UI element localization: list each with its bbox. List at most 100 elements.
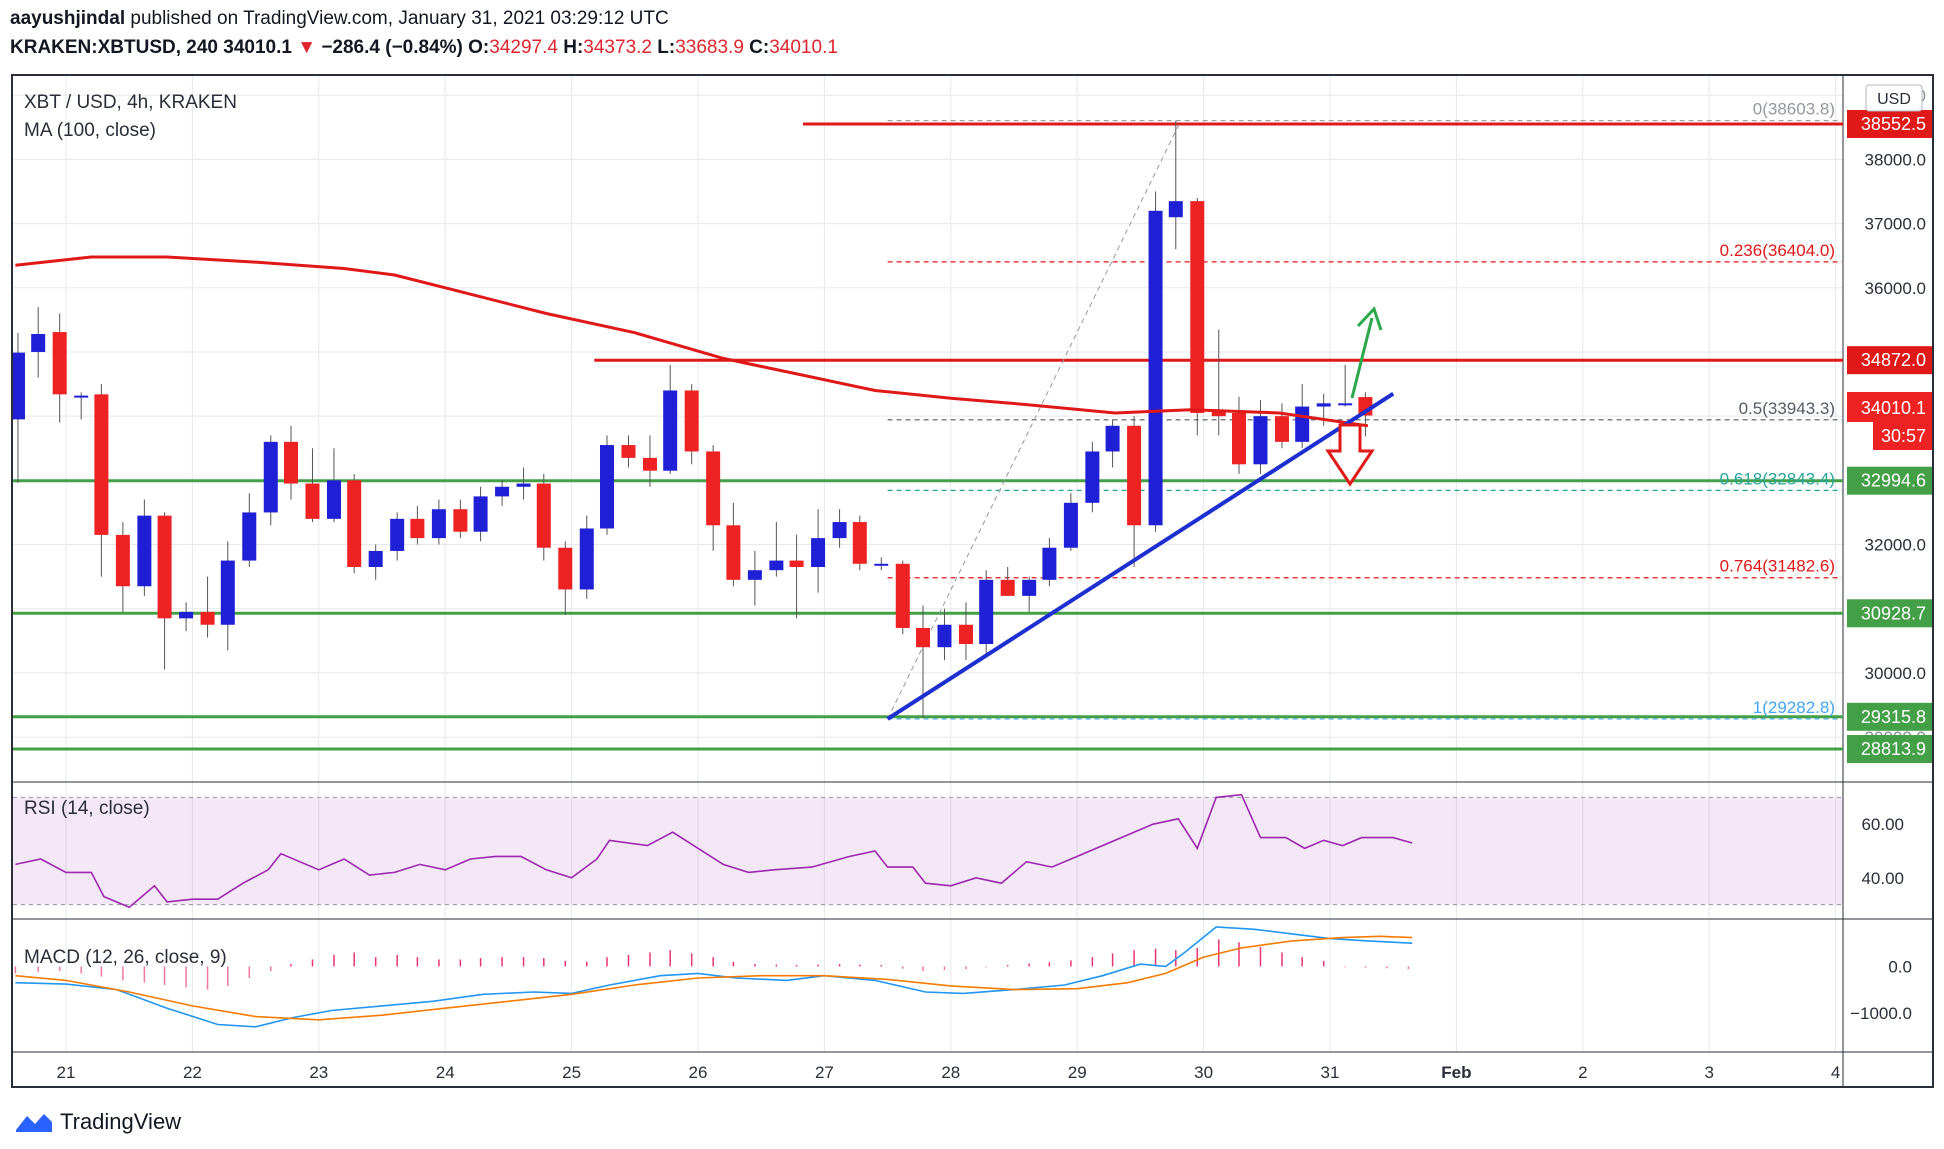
- candle-body: [1022, 579, 1037, 596]
- candle: [1338, 364, 1353, 407]
- time-tick-label: 26: [689, 1063, 708, 1082]
- candle: [1085, 441, 1100, 513]
- candle-body: [157, 515, 172, 619]
- candle-body: [137, 515, 152, 587]
- candle: [642, 435, 657, 487]
- candle-body: [52, 332, 67, 395]
- fib-level-label: 0.618(32843.4): [1720, 469, 1835, 488]
- candle: [852, 515, 867, 571]
- level-tag-text: 28813.9: [1861, 739, 1926, 759]
- candle-body: [1105, 425, 1120, 452]
- macd-tick-label: 0.0: [1888, 957, 1912, 976]
- rsi-band: [13, 797, 1843, 905]
- candle-body: [1316, 403, 1331, 407]
- candle: [115, 522, 130, 612]
- candle-body: [326, 480, 341, 519]
- fibonacci-diagonal-line: [887, 120, 1182, 720]
- price-tick-label: 37000.0: [1865, 215, 1926, 234]
- candle: [94, 384, 109, 577]
- time-tick-label: 29: [1068, 1063, 1087, 1082]
- level-tag: [1847, 346, 1932, 375]
- candle-body: [852, 522, 867, 564]
- candlestick-series: [13, 120, 1373, 718]
- candle-body: [347, 480, 362, 567]
- candle: [1063, 493, 1078, 551]
- tradingview-logo[interactable]: TradingView: [14, 1105, 181, 1139]
- tradingview-logo-icon: [16, 1114, 52, 1132]
- candle: [263, 435, 278, 526]
- symbol-label: KRAKEN:XBTUSD, 240: [10, 37, 218, 58]
- candle: [31, 307, 46, 378]
- candle-body: [431, 509, 446, 539]
- bearish-arrow-icon: [1325, 423, 1375, 487]
- candle-body: [1000, 579, 1015, 596]
- candle-body: [979, 579, 994, 645]
- candle-body: [1042, 547, 1057, 580]
- candle: [453, 499, 468, 539]
- level-price-tags: 38552.5 34872.0 32994.6 30928.7 29315.8 28813…: [1847, 109, 1932, 764]
- level-tag-text: 38552.5: [1861, 114, 1926, 134]
- candle: [1231, 396, 1246, 474]
- rsi-tick-label: 40.00: [1861, 869, 1904, 888]
- candle: [390, 512, 405, 561]
- candle: [832, 509, 847, 548]
- candle-body: [663, 390, 678, 471]
- level-tag: [1847, 599, 1932, 628]
- level-tag: [1847, 735, 1932, 764]
- open-value: 34297.4: [489, 37, 558, 58]
- price-tick-label: 38000.0: [1865, 150, 1926, 169]
- candle: [495, 480, 510, 507]
- candle-body: [453, 509, 468, 532]
- candle: [1042, 538, 1057, 587]
- macd-histogram: [14, 939, 1410, 990]
- candle-body: [390, 518, 405, 551]
- candle-body: [599, 445, 614, 529]
- candle: [242, 493, 257, 567]
- candle: [200, 576, 215, 638]
- candle-body: [179, 611, 194, 619]
- candle-body: [579, 528, 594, 590]
- publish-info: aayushjindal published on TradingView.co…: [10, 8, 669, 30]
- author-name[interactable]: aayushjindal: [10, 8, 126, 29]
- candle-body: [1063, 502, 1078, 548]
- price-tick-label: 32000.0: [1865, 536, 1926, 555]
- time-axis[interactable]: 21 22 23 24 25 26 27 28 29 30 31 Feb 2 3 4: [57, 1063, 1841, 1082]
- macd-line: [15, 926, 1413, 1028]
- candle: [368, 544, 383, 580]
- time-tick-label: 31: [1321, 1063, 1340, 1082]
- candle: [558, 541, 573, 616]
- candle-body: [895, 563, 910, 628]
- candle-body: [1231, 412, 1246, 465]
- trendline[interactable]: [886, 392, 1395, 721]
- candle: [1000, 566, 1015, 596]
- rsi-axis: 40.00 60.00: [1861, 815, 1904, 888]
- currency-badge[interactable]: [1865, 84, 1923, 112]
- candle-body: [769, 560, 784, 571]
- rsi-title: RSI (14, close): [24, 798, 150, 819]
- level-tag: [1847, 466, 1932, 495]
- countdown-tag-text: 30:57: [1881, 426, 1926, 446]
- candle-body: [31, 334, 46, 352]
- chart-frame: [11, 74, 1934, 1088]
- candle: [958, 602, 973, 661]
- candle: [874, 557, 889, 571]
- macd-axis: 0.0 −1000.0: [1850, 957, 1912, 1022]
- candle-body: [94, 394, 109, 535]
- time-tick-label: 27: [815, 1063, 834, 1082]
- candle: [789, 534, 804, 619]
- candle-body: [410, 518, 425, 539]
- candle: [706, 445, 721, 551]
- fib-level-label: 0.236(36404.0): [1720, 241, 1835, 260]
- time-tick-label: 2: [1578, 1063, 1587, 1082]
- candle: [915, 605, 930, 718]
- time-tick-label: 21: [57, 1063, 76, 1082]
- candle-body: [915, 627, 930, 648]
- price-change: −286.4 (−0.84%): [321, 37, 463, 58]
- level-tag-text: 30928.7: [1861, 603, 1926, 623]
- chart-title: XBT / USD, 4h, KRAKEN: [24, 92, 237, 113]
- horizontal-levels: [13, 122, 1843, 751]
- candle-body: [305, 483, 320, 519]
- candle-body: [558, 547, 573, 590]
- candle-body: [495, 486, 510, 497]
